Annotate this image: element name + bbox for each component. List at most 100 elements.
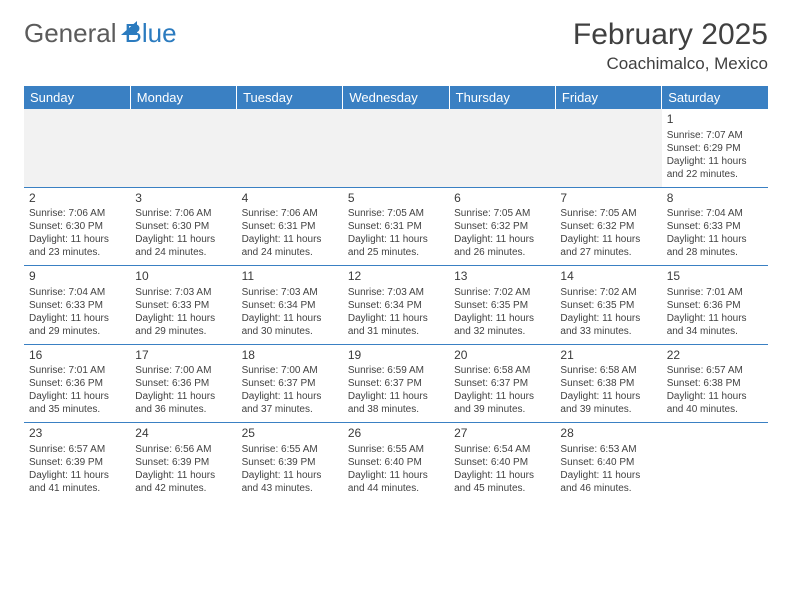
cell-info-line: Daylight: 11 hours (560, 390, 656, 403)
day-number: 26 (348, 426, 444, 442)
day-number: 10 (135, 269, 231, 285)
cell-info-line: and 34 minutes. (667, 325, 763, 338)
cell-info-line: Sunrise: 7:05 AM (454, 207, 550, 220)
cell-info-line: Daylight: 11 hours (454, 233, 550, 246)
cell-info-line: Sunset: 6:36 PM (29, 377, 125, 390)
calendar-row: 23Sunrise: 6:57 AMSunset: 6:39 PMDayligh… (24, 423, 768, 501)
day-number: 17 (135, 348, 231, 364)
weekday-heading: Sunday (24, 86, 130, 109)
calendar-cell: 17Sunrise: 7:00 AMSunset: 6:36 PMDayligh… (130, 344, 236, 423)
day-number: 11 (242, 269, 338, 285)
calendar-cell: 7Sunrise: 7:05 AMSunset: 6:32 PMDaylight… (555, 187, 661, 266)
calendar-cell: 4Sunrise: 7:06 AMSunset: 6:31 PMDaylight… (237, 187, 343, 266)
cell-info-line: and 36 minutes. (135, 403, 231, 416)
day-number: 16 (29, 348, 125, 364)
weekday-heading: Wednesday (343, 86, 449, 109)
day-number: 20 (454, 348, 550, 364)
cell-info-line: Daylight: 11 hours (348, 390, 444, 403)
cell-info-line: and 25 minutes. (348, 246, 444, 259)
cell-info-line: and 28 minutes. (667, 246, 763, 259)
calendar-cell: 26Sunrise: 6:55 AMSunset: 6:40 PMDayligh… (343, 423, 449, 501)
cell-info-line: Sunset: 6:33 PM (667, 220, 763, 233)
calendar-page: General Blue February 2025 Coachimalco, … (0, 0, 792, 519)
cell-info-line: Sunset: 6:34 PM (242, 299, 338, 312)
cell-info-line: Sunset: 6:33 PM (135, 299, 231, 312)
cell-info-line: Sunset: 6:40 PM (454, 456, 550, 469)
cell-info-line: Sunrise: 7:04 AM (667, 207, 763, 220)
cell-info-line: Daylight: 11 hours (29, 390, 125, 403)
cell-info-line: Daylight: 11 hours (454, 469, 550, 482)
cell-info-line: and 27 minutes. (560, 246, 656, 259)
day-number: 6 (454, 191, 550, 207)
cell-info-line: Sunset: 6:30 PM (135, 220, 231, 233)
cell-info-line: and 32 minutes. (454, 325, 550, 338)
cell-info-line: and 39 minutes. (560, 403, 656, 416)
cell-info-line: Sunrise: 7:07 AM (667, 129, 763, 142)
day-number: 19 (348, 348, 444, 364)
calendar-cell: 18Sunrise: 7:00 AMSunset: 6:37 PMDayligh… (237, 344, 343, 423)
cell-info-line: Daylight: 11 hours (560, 312, 656, 325)
cell-info-line: Daylight: 11 hours (667, 390, 763, 403)
day-number: 24 (135, 426, 231, 442)
calendar-cell: 10Sunrise: 7:03 AMSunset: 6:33 PMDayligh… (130, 266, 236, 345)
cell-info-line: and 24 minutes. (135, 246, 231, 259)
cell-info-line: Sunrise: 6:56 AM (135, 443, 231, 456)
cell-info-line: and 22 minutes. (667, 168, 763, 181)
calendar-cell: 11Sunrise: 7:03 AMSunset: 6:34 PMDayligh… (237, 266, 343, 345)
calendar-body: 1Sunrise: 7:07 AMSunset: 6:29 PMDaylight… (24, 109, 768, 501)
cell-info-line: Sunrise: 6:58 AM (454, 364, 550, 377)
cell-info-line: Daylight: 11 hours (135, 469, 231, 482)
cell-info-line: Sunrise: 7:03 AM (135, 286, 231, 299)
cell-info-line: Sunset: 6:31 PM (242, 220, 338, 233)
day-number: 1 (667, 112, 763, 128)
cell-info-line: Daylight: 11 hours (135, 390, 231, 403)
calendar-cell: 13Sunrise: 7:02 AMSunset: 6:35 PMDayligh… (449, 266, 555, 345)
cell-info-line: Sunset: 6:39 PM (135, 456, 231, 469)
calendar-cell: 5Sunrise: 7:05 AMSunset: 6:31 PMDaylight… (343, 187, 449, 266)
calendar-cell (343, 109, 449, 187)
day-number: 12 (348, 269, 444, 285)
header: General Blue February 2025 Coachimalco, … (24, 18, 768, 74)
cell-info-line: and 41 minutes. (29, 482, 125, 495)
cell-info-line: Sunset: 6:37 PM (454, 377, 550, 390)
cell-info-line: Sunset: 6:40 PM (348, 456, 444, 469)
calendar-cell: 21Sunrise: 6:58 AMSunset: 6:38 PMDayligh… (555, 344, 661, 423)
cell-info-line: Sunrise: 7:05 AM (560, 207, 656, 220)
cell-info-line: and 37 minutes. (242, 403, 338, 416)
cell-info-line: Sunrise: 7:06 AM (135, 207, 231, 220)
calendar-cell: 20Sunrise: 6:58 AMSunset: 6:37 PMDayligh… (449, 344, 555, 423)
weekday-heading: Thursday (449, 86, 555, 109)
cell-info-line: Sunset: 6:35 PM (560, 299, 656, 312)
cell-info-line: Daylight: 11 hours (242, 312, 338, 325)
cell-info-line: and 30 minutes. (242, 325, 338, 338)
cell-info-line: and 45 minutes. (454, 482, 550, 495)
cell-info-line: Sunset: 6:34 PM (348, 299, 444, 312)
calendar-cell: 3Sunrise: 7:06 AMSunset: 6:30 PMDaylight… (130, 187, 236, 266)
cell-info-line: Daylight: 11 hours (667, 312, 763, 325)
cell-info-line: and 46 minutes. (560, 482, 656, 495)
day-number: 4 (242, 191, 338, 207)
day-number: 25 (242, 426, 338, 442)
cell-info-line: Sunset: 6:31 PM (348, 220, 444, 233)
cell-info-line: Sunrise: 7:00 AM (242, 364, 338, 377)
calendar-cell: 19Sunrise: 6:59 AMSunset: 6:37 PMDayligh… (343, 344, 449, 423)
cell-info-line: and 39 minutes. (454, 403, 550, 416)
weekday-heading: Friday (555, 86, 661, 109)
day-number: 27 (454, 426, 550, 442)
cell-info-line: Daylight: 11 hours (29, 233, 125, 246)
cell-info-line: Daylight: 11 hours (348, 469, 444, 482)
cell-info-line: Sunset: 6:36 PM (135, 377, 231, 390)
weekday-heading: Monday (130, 86, 236, 109)
cell-info-line: Sunrise: 6:55 AM (348, 443, 444, 456)
day-number: 7 (560, 191, 656, 207)
cell-info-line: Sunset: 6:30 PM (29, 220, 125, 233)
day-number: 14 (560, 269, 656, 285)
cell-info-line: Sunrise: 7:06 AM (242, 207, 338, 220)
cell-info-line: Daylight: 11 hours (242, 233, 338, 246)
calendar-cell: 2Sunrise: 7:06 AMSunset: 6:30 PMDaylight… (24, 187, 130, 266)
cell-info-line: Sunset: 6:33 PM (29, 299, 125, 312)
cell-info-line: Sunset: 6:32 PM (454, 220, 550, 233)
logo-triangle-icon (121, 21, 137, 35)
calendar-row: 1Sunrise: 7:07 AMSunset: 6:29 PMDaylight… (24, 109, 768, 187)
cell-info-line: and 40 minutes. (667, 403, 763, 416)
